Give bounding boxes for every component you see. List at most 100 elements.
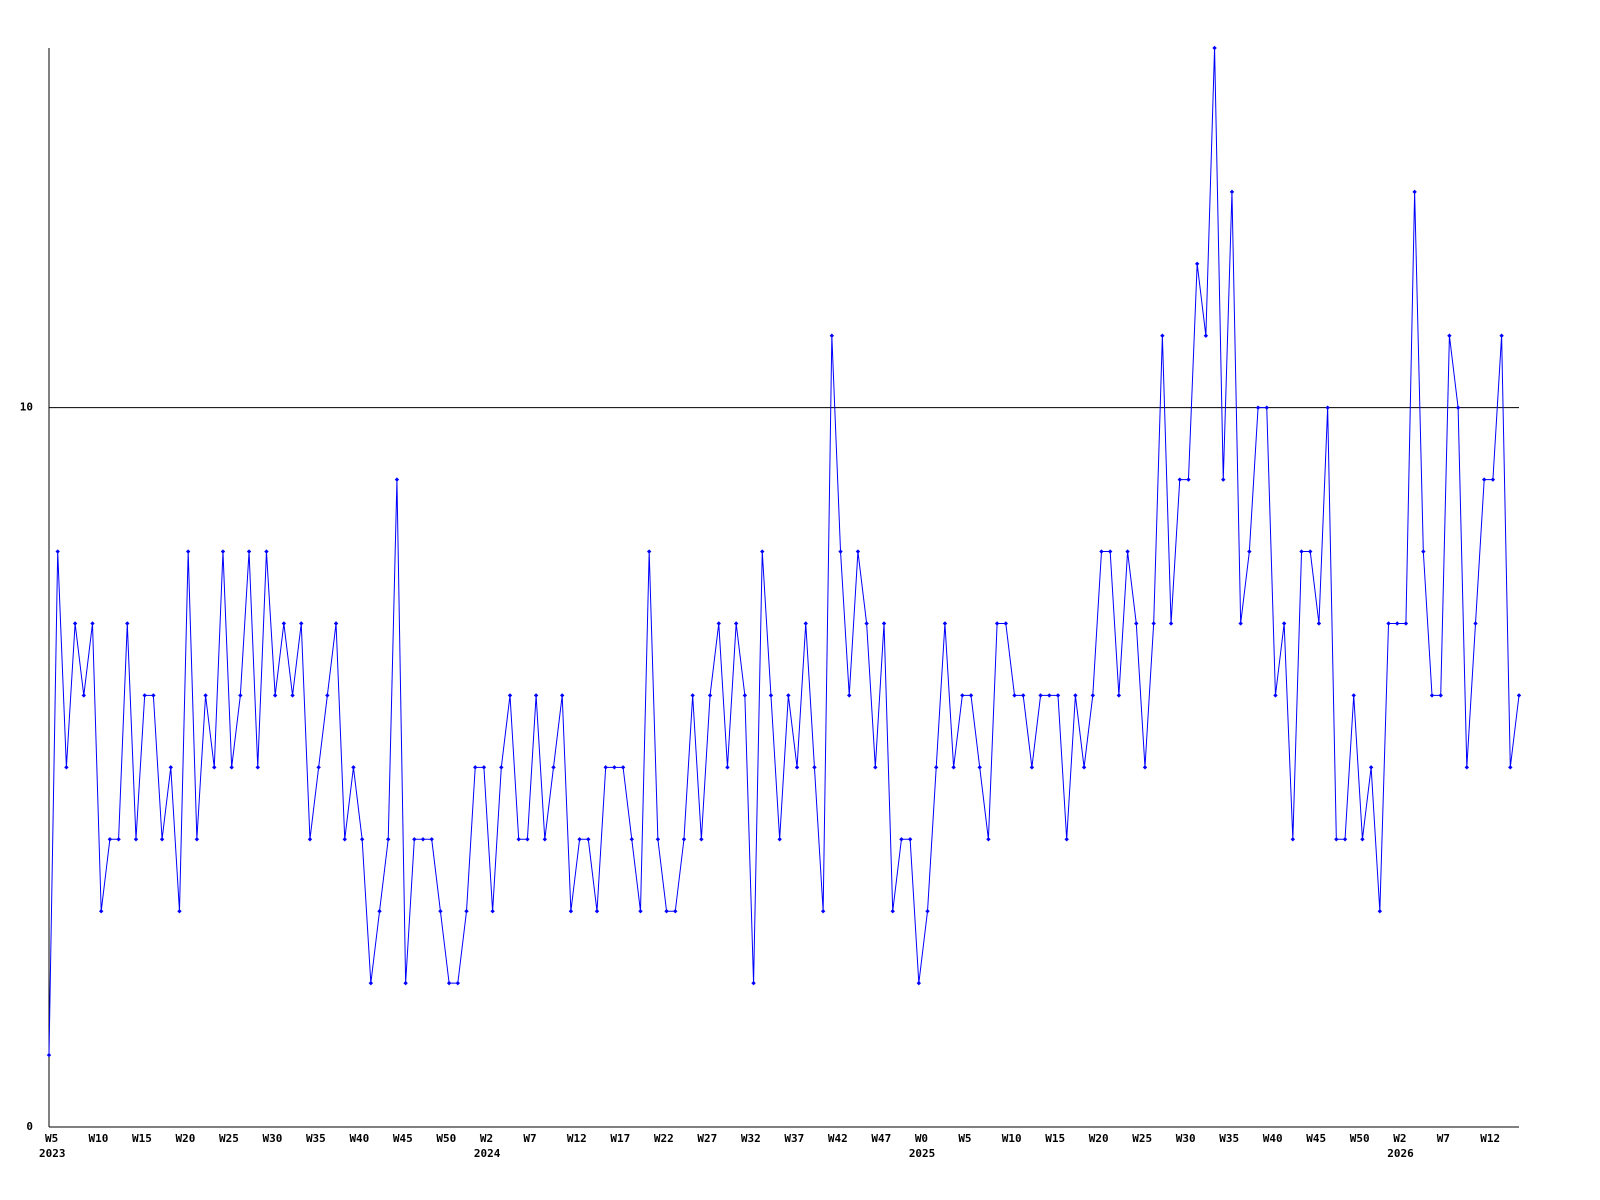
point (55, 549, 60, 554)
point (533, 693, 539, 698)
point (1090, 693, 1095, 698)
point (1421, 549, 1426, 554)
point (290, 693, 295, 698)
point (81, 693, 86, 698)
point (1038, 693, 1043, 698)
point (464, 909, 469, 914)
point (499, 765, 504, 770)
point (1438, 693, 1443, 698)
x-year-label: 2024 (474, 1147, 501, 1160)
point (307, 837, 313, 842)
point (1455, 405, 1461, 410)
point (586, 837, 591, 842)
x-tick-label: W40 (349, 1132, 369, 1145)
point (516, 837, 521, 842)
point (568, 909, 574, 914)
point (325, 693, 330, 698)
point (412, 837, 417, 842)
point (1107, 549, 1113, 554)
x-tick-label: W7 (1437, 1132, 1450, 1145)
point (646, 549, 652, 554)
point (281, 621, 287, 626)
point (72, 621, 78, 626)
point (229, 765, 234, 770)
x-tick-label: W10 (88, 1132, 108, 1145)
point (1351, 693, 1356, 698)
line (48, 47, 1520, 1056)
point (1464, 765, 1470, 770)
point (151, 693, 156, 698)
point (490, 909, 495, 914)
x-year-label: 2026 (1387, 1147, 1414, 1160)
point (1168, 621, 1174, 626)
point (90, 621, 95, 626)
point (725, 765, 730, 770)
point (890, 909, 895, 914)
point (220, 549, 226, 554)
point (951, 765, 956, 770)
x-tick-label: W2 (1393, 1132, 1406, 1145)
point (212, 765, 217, 770)
point (803, 621, 808, 626)
x-tick-label: W20 (1089, 1132, 1109, 1145)
point (481, 765, 487, 770)
x-tick-label: W12 (567, 1132, 587, 1145)
point (1516, 693, 1522, 698)
point (1064, 837, 1069, 842)
point (1073, 693, 1078, 698)
x-tick-label: W45 (1306, 1132, 1326, 1145)
point (1186, 477, 1191, 482)
point (46, 1052, 52, 1058)
x-tick-label: W50 (436, 1132, 456, 1145)
point (1447, 333, 1452, 338)
point (1482, 477, 1487, 482)
x-tick-label: W0 (915, 1132, 928, 1145)
y-tick-label: 0 (26, 1120, 33, 1133)
point (351, 765, 356, 770)
point (203, 693, 208, 698)
point (916, 980, 922, 986)
point (1499, 333, 1504, 338)
point (1255, 405, 1261, 410)
point (812, 765, 817, 770)
point (1238, 621, 1243, 626)
point (403, 980, 408, 986)
point (1386, 621, 1391, 626)
point (168, 765, 173, 770)
point (1151, 621, 1156, 626)
point (1021, 693, 1026, 698)
point (1125, 549, 1130, 554)
point (994, 621, 1000, 626)
point (768, 693, 774, 698)
x-tick-label: W15 (132, 1132, 152, 1145)
point (1403, 621, 1409, 626)
point (968, 693, 974, 698)
point (159, 837, 165, 842)
point (1429, 693, 1435, 698)
point (820, 909, 826, 914)
point (1212, 45, 1217, 51)
point (1134, 621, 1139, 626)
point (864, 621, 869, 626)
x-tick-label: W2 (480, 1132, 493, 1145)
point (1160, 333, 1165, 338)
point (255, 765, 260, 770)
point (333, 621, 339, 626)
point (1003, 621, 1009, 626)
point (368, 980, 374, 986)
x-tick-label: W32 (741, 1132, 761, 1145)
x-tick-label: W10 (1002, 1132, 1022, 1145)
point (299, 621, 304, 626)
point (1142, 765, 1148, 770)
point (838, 549, 843, 554)
point (690, 693, 695, 698)
x-tick-label: W12 (1480, 1132, 1500, 1145)
point (1473, 621, 1478, 626)
point (716, 621, 721, 626)
point (977, 765, 982, 770)
point (1316, 621, 1322, 626)
point (116, 837, 121, 842)
x-tick-label: W25 (219, 1132, 239, 1145)
point (133, 837, 139, 842)
point (125, 621, 130, 626)
